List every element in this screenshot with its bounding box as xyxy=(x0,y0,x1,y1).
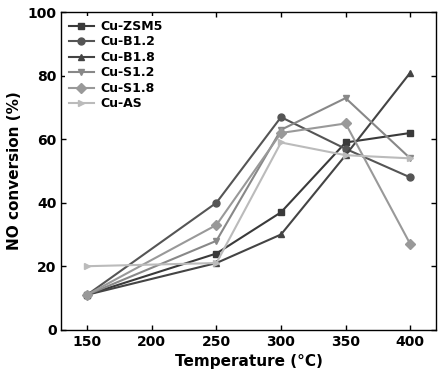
Cu-AS xyxy=(278,140,284,145)
Line: Cu-AS: Cu-AS xyxy=(84,139,414,270)
Legend: Cu-ZSM5, Cu-B1.2, Cu-B1.8, Cu-S1.2, Cu-S1.8, Cu-AS: Cu-ZSM5, Cu-B1.2, Cu-B1.8, Cu-S1.2, Cu-S… xyxy=(65,16,166,114)
Cu-S1.2 xyxy=(343,96,348,100)
Cu-S1.8 xyxy=(408,242,413,246)
Cu-B1.2 xyxy=(85,293,90,297)
Cu-B1.8 xyxy=(85,293,90,297)
Cu-S1.8 xyxy=(278,131,284,135)
Cu-S1.2 xyxy=(408,156,413,161)
Cu-S1.8 xyxy=(85,293,90,297)
Cu-B1.2 xyxy=(408,175,413,180)
Line: Cu-ZSM5: Cu-ZSM5 xyxy=(84,129,414,298)
Cu-B1.2 xyxy=(278,115,284,119)
Cu-ZSM5 xyxy=(278,210,284,215)
X-axis label: Temperature (°C): Temperature (°C) xyxy=(175,354,323,369)
Cu-B1.8 xyxy=(214,261,219,265)
Cu-S1.2 xyxy=(278,127,284,132)
Cu-S1.2 xyxy=(214,238,219,243)
Line: Cu-S1.2: Cu-S1.2 xyxy=(84,95,414,298)
Cu-AS xyxy=(214,261,219,265)
Cu-B1.8 xyxy=(408,70,413,75)
Cu-AS xyxy=(85,264,90,268)
Cu-B1.2 xyxy=(214,200,219,205)
Cu-S1.8 xyxy=(343,121,348,126)
Cu-AS xyxy=(408,156,413,161)
Cu-B1.8 xyxy=(278,232,284,237)
Line: Cu-B1.2: Cu-B1.2 xyxy=(84,114,414,298)
Cu-ZSM5 xyxy=(408,131,413,135)
Line: Cu-B1.8: Cu-B1.8 xyxy=(84,69,414,298)
Cu-ZSM5 xyxy=(343,140,348,145)
Line: Cu-S1.8: Cu-S1.8 xyxy=(84,120,414,298)
Cu-ZSM5 xyxy=(214,251,219,256)
Cu-S1.8 xyxy=(214,223,219,227)
Cu-AS xyxy=(343,153,348,158)
Cu-ZSM5 xyxy=(85,293,90,297)
Cu-B1.2 xyxy=(343,147,348,151)
Y-axis label: NO conversion (%): NO conversion (%) xyxy=(7,92,22,250)
Cu-S1.2 xyxy=(85,293,90,297)
Cu-B1.8 xyxy=(343,153,348,158)
